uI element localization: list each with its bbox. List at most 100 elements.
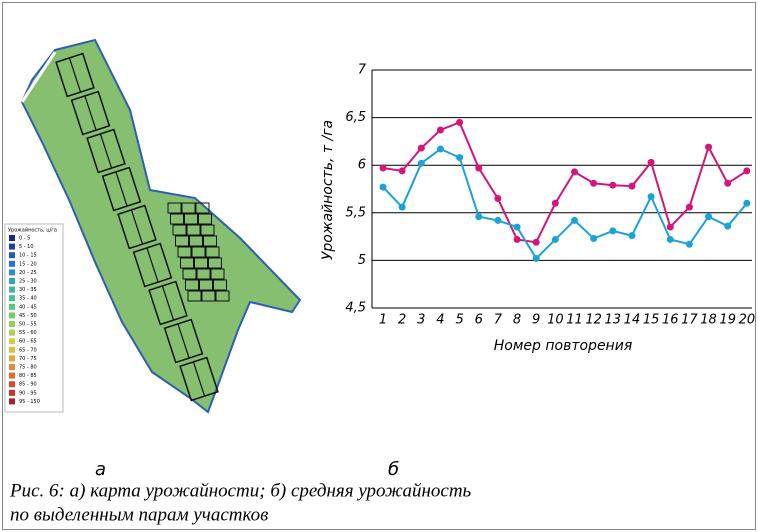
legend-label: 75 - 80 <box>19 365 37 371</box>
legend-label: 30 - 35 <box>19 287 37 293</box>
legend-swatch <box>9 381 15 387</box>
data-point <box>724 180 731 187</box>
data-point <box>552 236 559 243</box>
data-point <box>418 160 425 167</box>
legend-label: 80 - 85 <box>19 373 37 379</box>
legend-swatch <box>9 252 15 258</box>
x-tick-label: 11 <box>566 313 583 328</box>
x-tick-label: 10 <box>547 313 564 328</box>
legend-label: 25 - 30 <box>19 279 37 285</box>
data-point <box>609 227 616 234</box>
legend-label: 15 - 20 <box>19 261 37 267</box>
legend-swatch <box>9 278 15 284</box>
data-point <box>494 217 501 224</box>
data-point <box>609 182 616 189</box>
caption: по выделенным парам участков <box>10 504 268 525</box>
y-tick-label: 6,5 <box>345 110 366 125</box>
x-tick-label: 9 <box>532 313 540 328</box>
y-tick-label: 4,5 <box>345 301 366 316</box>
legend-swatch <box>9 321 15 327</box>
legend-label: 45 - 50 <box>19 313 37 319</box>
data-point <box>590 180 597 187</box>
data-point <box>705 144 712 151</box>
x-axis-label: Номер повторения <box>494 338 632 354</box>
data-point <box>743 167 750 174</box>
data-point <box>475 165 482 172</box>
data-point <box>456 154 463 161</box>
x-tick-label: 5 <box>455 313 463 328</box>
legend-label: 55 - 60 <box>19 330 37 336</box>
y-tick-label: 5 <box>358 253 366 268</box>
figure: а б Рис. 6: а) карта урожайности; б) сре… <box>0 0 758 532</box>
y-axis-label: Урожайность, т /га <box>320 120 336 260</box>
x-tick-label: 13 <box>605 313 622 328</box>
legend-label: 95 - 150 <box>19 399 40 405</box>
x-tick-label: 19 <box>719 313 736 328</box>
data-point <box>456 119 463 126</box>
x-tick-label: 12 <box>585 313 602 328</box>
data-point <box>514 236 521 243</box>
legend-swatch <box>9 364 15 370</box>
legend-swatch <box>9 347 15 353</box>
x-tick-label: 15 <box>643 313 660 328</box>
data-point <box>648 193 655 200</box>
legend-swatch <box>9 244 15 250</box>
data-point <box>437 146 444 153</box>
legend-label: 50 - 55 <box>19 322 37 328</box>
data-point <box>628 232 635 239</box>
legend-swatch <box>9 304 15 310</box>
data-point <box>628 183 635 190</box>
legend-swatch <box>9 330 15 336</box>
legend-label: 90 - 95 <box>19 390 37 396</box>
legend-label: 65 - 70 <box>19 347 37 353</box>
x-tick-label: 16 <box>662 313 679 328</box>
legend-swatch <box>9 312 15 318</box>
data-point <box>418 145 425 152</box>
legend-swatch <box>9 355 15 361</box>
panel-label: б <box>388 459 399 480</box>
data-point <box>590 235 597 242</box>
legend-swatch <box>9 373 15 379</box>
data-point <box>686 204 693 211</box>
data-point <box>399 167 406 174</box>
legend-label: 85 - 90 <box>19 382 37 388</box>
data-point <box>475 213 482 220</box>
data-point <box>380 165 387 172</box>
data-point <box>380 184 387 191</box>
legend-swatch <box>9 261 15 267</box>
x-tick-label: 2 <box>398 313 406 328</box>
y-tick-label: 5,5 <box>345 205 366 220</box>
data-point <box>494 195 501 202</box>
x-tick-label: 4 <box>436 313 444 328</box>
legend-swatch <box>9 295 15 301</box>
data-point <box>743 200 750 207</box>
legend-swatch <box>9 235 15 241</box>
legend-label: 60 - 65 <box>19 339 37 345</box>
x-tick-label: 18 <box>700 313 717 328</box>
x-tick-label: 17 <box>681 313 698 328</box>
data-point <box>533 255 540 262</box>
data-point <box>648 159 655 166</box>
legend-label: 5 - 10 <box>19 244 34 250</box>
legend-label: 35 - 40 <box>19 296 37 302</box>
x-tick-label: 7 <box>494 313 503 328</box>
data-point <box>724 223 731 230</box>
legend-label: 0 - 5 <box>19 236 30 242</box>
data-point <box>437 126 444 133</box>
data-point <box>571 168 578 175</box>
legend-swatch <box>9 390 15 396</box>
legend-label: 40 - 45 <box>19 304 37 310</box>
x-tick-label: 8 <box>513 313 521 328</box>
y-tick-label: 6 <box>358 158 366 173</box>
data-point <box>399 204 406 211</box>
x-tick-label: 3 <box>417 313 425 328</box>
legend-label: 70 - 75 <box>19 356 37 362</box>
data-point <box>667 236 674 243</box>
data-point <box>667 224 674 231</box>
x-tick-label: 20 <box>739 313 756 328</box>
legend-swatch <box>9 269 15 275</box>
data-point <box>686 241 693 248</box>
x-tick-label: 6 <box>475 313 483 328</box>
legend-label: 20 - 25 <box>19 270 37 276</box>
data-point <box>533 239 540 246</box>
